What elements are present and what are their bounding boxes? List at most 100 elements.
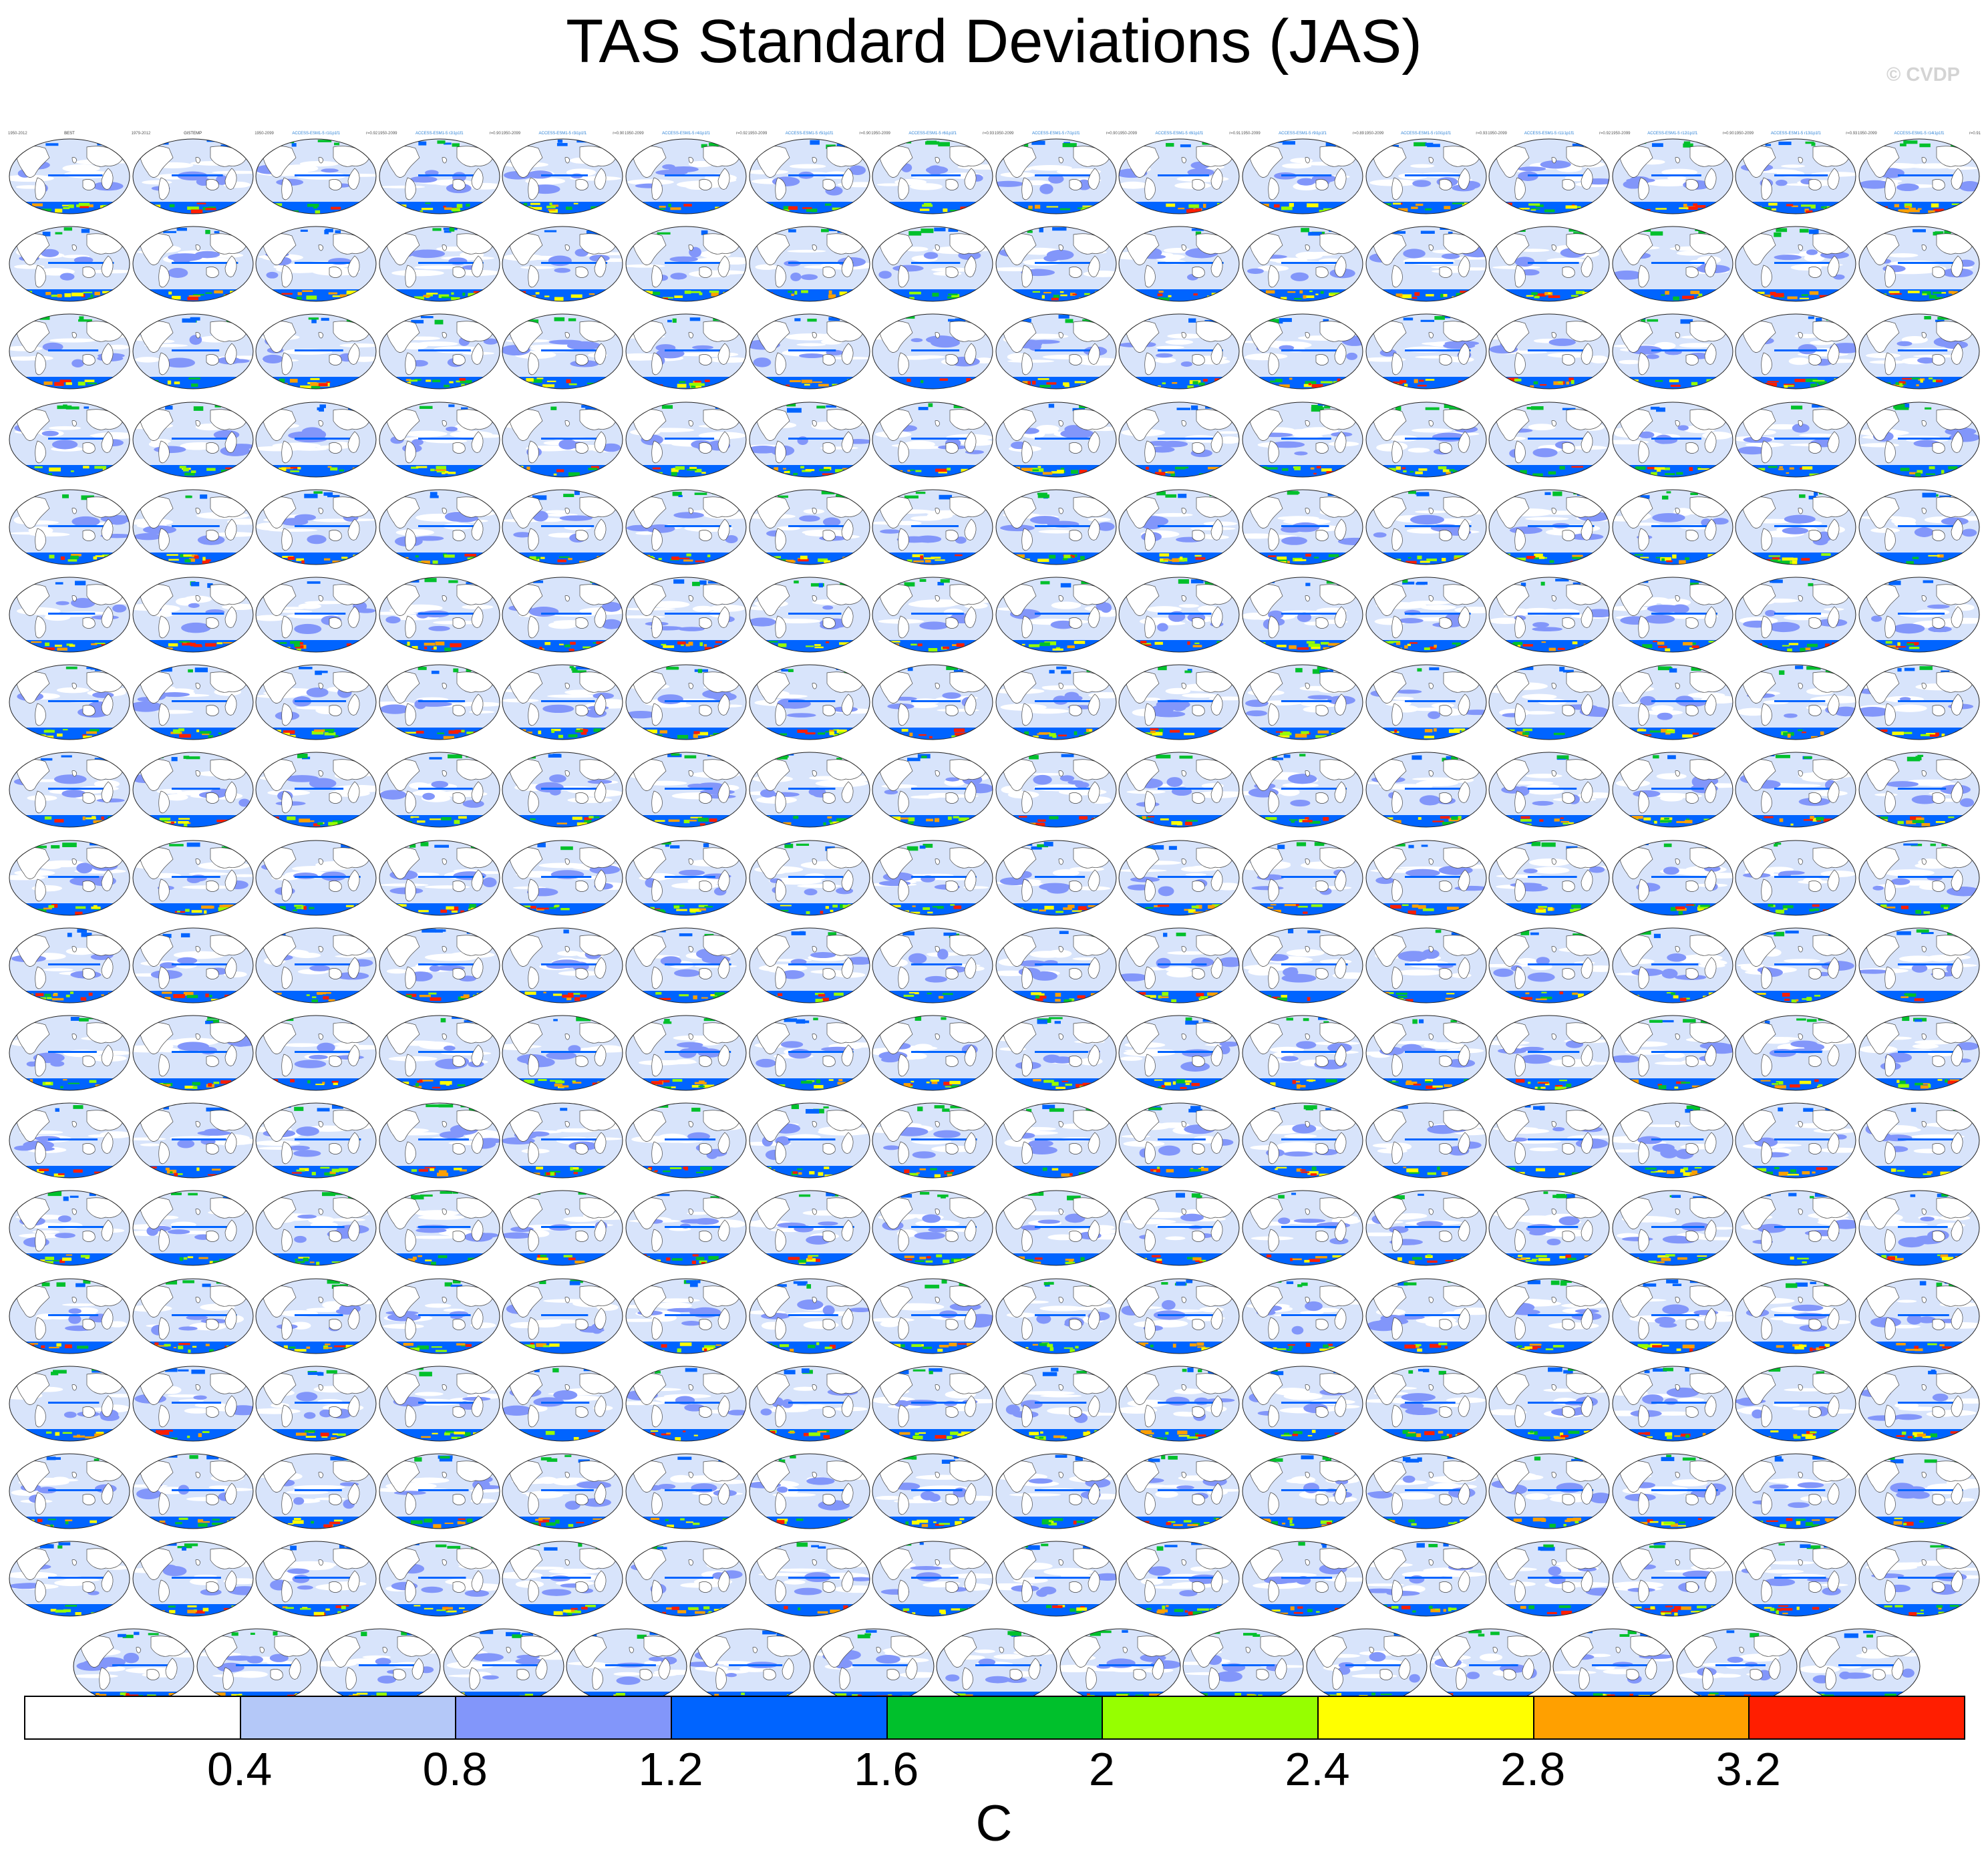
high-variance-cell [258, 560, 266, 563]
land-outline [935, 507, 941, 514]
equatorial-band [1528, 262, 1579, 265]
high-variance-cell [892, 734, 903, 738]
high-variance-cell [1311, 645, 1321, 649]
high-variance-cell [444, 470, 449, 474]
land-outline [1638, 177, 1649, 200]
land-outline [1685, 442, 1699, 454]
high-variance-cell [26, 383, 32, 387]
arctic-variance-cell [1669, 668, 1677, 673]
land-outline [935, 420, 941, 426]
map-border [1735, 577, 1856, 653]
panel-dataset-label: ACCESS-ESM1-5 r2i1p1f1 [415, 132, 464, 136]
high-variance-cell [1784, 385, 1794, 387]
arctic-variance-cell [563, 493, 574, 497]
land-outline [576, 705, 589, 717]
arctic-variance-cell [533, 580, 544, 583]
high-variance-cell [1277, 645, 1287, 647]
land-outline [1566, 409, 1603, 430]
arctic-variance-cell [1666, 491, 1671, 494]
high-variance-cell [504, 820, 508, 822]
map-panel [501, 657, 624, 741]
high-variance-cell [244, 734, 249, 739]
arctic-variance-cell [40, 758, 53, 761]
high-variance-cell [1009, 378, 1015, 381]
land-outline [1495, 233, 1530, 266]
high-variance-cell [572, 816, 583, 820]
high-variance-cell [978, 728, 983, 732]
high-variance-cell [615, 641, 621, 644]
variance-patch [880, 529, 902, 534]
land-outline [935, 595, 941, 602]
arctic-variance-cell [1407, 490, 1416, 494]
map-svg [379, 138, 500, 214]
high-variance-cell [1623, 297, 1633, 299]
land-outline [195, 245, 200, 251]
high-variance-cell [510, 292, 514, 294]
arctic-variance-cell [79, 316, 84, 321]
high-variance-cell [763, 557, 769, 561]
high-variance-cell [1802, 294, 1809, 297]
land-outline [1638, 352, 1649, 375]
arctic-variance-cell [921, 228, 934, 234]
land-outline [756, 233, 790, 266]
land-outline [1002, 496, 1037, 528]
land-outline [456, 233, 494, 255]
high-variance-cell [630, 734, 640, 738]
high-variance-cell [1902, 378, 1912, 380]
high-variance-cell [1951, 472, 1960, 474]
land-outline [1809, 179, 1822, 190]
high-variance-cell [1848, 297, 1856, 301]
equatorial-band [1404, 349, 1471, 352]
arctic-variance-cell [672, 319, 677, 323]
panel-stat-label: r=0.90 [1106, 132, 1118, 136]
high-variance-cell [889, 641, 900, 643]
equatorial-band [665, 349, 728, 352]
high-variance-cell [424, 642, 435, 646]
map-panel [625, 744, 748, 828]
high-variance-cell [1049, 733, 1056, 737]
land-outline [329, 442, 342, 454]
high-variance-cell [763, 470, 768, 474]
high-variance-cell [1907, 291, 1920, 294]
land-outline [1428, 507, 1434, 514]
high-variance-cell [1788, 561, 1793, 564]
high-variance-cell [230, 645, 234, 647]
high-variance-cell [1245, 208, 1254, 212]
high-variance-cell [1044, 641, 1056, 645]
high-variance-cell [1717, 293, 1728, 295]
southern-ocean-band [9, 728, 130, 740]
land-outline [822, 267, 836, 279]
high-variance-cell [1162, 382, 1166, 385]
high-variance-cell [1053, 295, 1059, 299]
land-outline [1742, 584, 1776, 616]
equatorial-band [1528, 437, 1592, 440]
high-variance-cell [909, 297, 915, 301]
high-variance-cell [381, 202, 384, 206]
low-variance-region [475, 183, 500, 187]
high-variance-cell [43, 647, 55, 650]
high-variance-cell [1168, 295, 1172, 297]
arctic-variance-cell [81, 228, 90, 233]
arctic-variance-cell [1176, 407, 1191, 410]
map-svg [379, 489, 500, 565]
land-outline [1315, 179, 1329, 190]
high-variance-cell [966, 378, 971, 382]
high-variance-cell [90, 294, 94, 298]
high-variance-cell [913, 560, 925, 563]
equatorial-band [171, 349, 219, 352]
high-variance-cell [484, 818, 492, 822]
high-variance-cell [999, 472, 1003, 476]
variance-patch [919, 621, 949, 630]
arctic-variance-cell [1184, 670, 1192, 673]
land-outline [1562, 617, 1575, 629]
high-variance-cell [1120, 378, 1129, 381]
high-variance-cell [94, 291, 100, 296]
land-outline [139, 146, 174, 178]
land-outline [688, 507, 693, 514]
high-variance-cell [71, 553, 81, 557]
high-variance-cell [874, 555, 878, 558]
equatorial-band [1281, 349, 1344, 352]
high-variance-cell [1553, 381, 1564, 385]
map-panel [1365, 657, 1488, 741]
high-variance-cell [1526, 555, 1536, 559]
